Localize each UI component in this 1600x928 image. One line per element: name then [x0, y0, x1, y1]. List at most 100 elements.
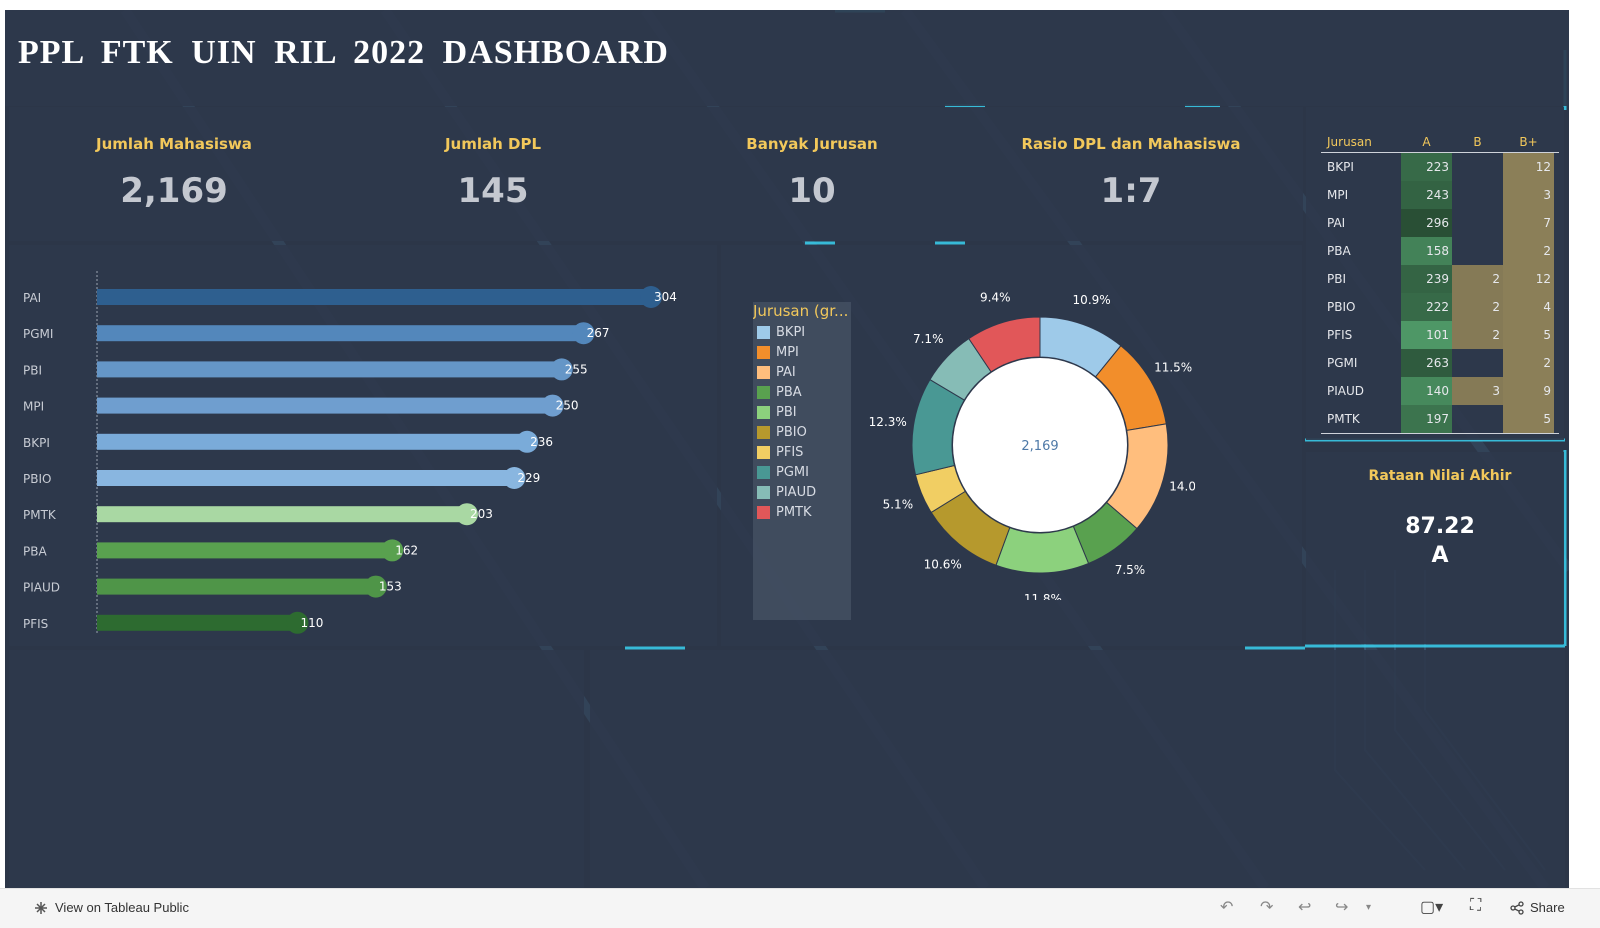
table-cell-jurusan: PAI: [1327, 216, 1346, 230]
fullscreen-icon[interactable]: ⛶: [1470, 897, 1482, 914]
table-cell-b: [1452, 153, 1503, 181]
donut-percent-label: 11.5%: [1154, 361, 1192, 375]
legend-item[interactable]: MPI: [753, 342, 851, 362]
bar[interactable]: [97, 506, 467, 523]
donut-slice[interactable]: [995, 525, 1090, 574]
rataan-grade: A: [1431, 543, 1449, 568]
bar[interactable]: [97, 614, 298, 631]
table-cell-jurusan: BKPI: [1327, 160, 1354, 174]
table-cell-bplus: 5: [1503, 405, 1554, 433]
table-header-jurusan: Jurusan: [1327, 135, 1372, 149]
donut-percent-label: 12.3%: [869, 415, 907, 429]
bar-end-dot[interactable]: [541, 394, 564, 417]
legend-item[interactable]: PBI: [753, 402, 851, 422]
table-cell-a: 223: [1401, 153, 1452, 181]
legend-item[interactable]: PGMI: [753, 462, 851, 482]
bar-value-label: 110: [300, 616, 323, 630]
donut-percent-label: 7.5%: [1115, 563, 1146, 577]
bar-end-dot[interactable]: [572, 322, 595, 345]
table-row: PAI 296 7: [1321, 209, 1559, 237]
bar-category-label: PGMI: [23, 327, 53, 341]
table-cell-jurusan: PBI: [1327, 272, 1347, 286]
table-row: PIAUD 140 3 9: [1321, 377, 1559, 405]
legend-label: PBIO: [776, 424, 807, 440]
kpi-label: Jumlah DPL: [444, 135, 542, 153]
table-row: PFIS 101 2 5: [1321, 321, 1559, 349]
legend-items: BKPI MPI PAI PBA PBI PBIO PFIS PGMI PIAUD PMTK: [753, 322, 851, 522]
bar-value-label: 267: [587, 326, 610, 340]
share-button[interactable]: Share: [1510, 900, 1565, 915]
table-cell-b: 3: [1452, 377, 1503, 405]
header-panel: [5, 10, 1569, 106]
refresh-icon[interactable]: ↪: [1335, 899, 1349, 916]
legend-swatch: [757, 365, 770, 379]
kpi-value: 1:7: [1100, 171, 1162, 211]
table-row: PBA 158 2: [1321, 237, 1559, 265]
bar-end-dot[interactable]: [550, 358, 573, 381]
legend-swatch: [757, 385, 770, 399]
bar[interactable]: [97, 289, 651, 305]
bar[interactable]: [97, 397, 553, 414]
kpi-value: 145: [457, 171, 529, 211]
share-icon: [1510, 900, 1524, 915]
table-header-b: B: [1473, 135, 1482, 149]
bar[interactable]: [97, 542, 393, 559]
table-cell-jurusan: MPI: [1327, 188, 1349, 202]
table-cell-a: 243: [1401, 181, 1452, 209]
kpi-label: Banyak Jurusan: [746, 135, 878, 153]
legend-label: PBA: [776, 384, 802, 400]
table-cell-b: [1452, 405, 1503, 433]
legend-item[interactable]: PMTK: [753, 502, 851, 522]
donut-percent-label: 14.0%: [1169, 479, 1195, 493]
redo-icon[interactable]: ↷: [1260, 899, 1274, 916]
table-cell-bplus: 2: [1503, 237, 1554, 265]
table-cell-bplus: 4: [1503, 293, 1554, 321]
view-on-tableau-link[interactable]: View on Tableau Public: [34, 900, 189, 915]
bar-chart: PAI 304 PGMI 267 PBI 255 MPI 250 BKPI 236 PBIO 229 P…: [23, 271, 677, 634]
rataan-nilai-akhir: Rataan Nilai Akhir 87.22 A: [1310, 468, 1569, 568]
bar-end-dot[interactable]: [503, 467, 526, 489]
pause-dropdown-icon[interactable]: ▾: [1366, 902, 1372, 913]
bar[interactable]: [97, 325, 584, 342]
table-cell-b: [1452, 181, 1503, 209]
bar[interactable]: [97, 470, 515, 486]
legend-item[interactable]: BKPI: [753, 322, 851, 342]
bar-end-dot[interactable]: [286, 611, 309, 634]
legend-item[interactable]: PBIO: [753, 422, 851, 442]
table-cell-bplus: 7: [1503, 209, 1554, 237]
table-cell-a: 263: [1401, 349, 1452, 377]
table-row: MPI 243 3: [1321, 181, 1559, 209]
table-cell-a: 239: [1401, 265, 1452, 293]
legend-item[interactable]: PIAUD: [753, 482, 851, 502]
bar-end-dot[interactable]: [455, 503, 478, 526]
legend-swatch: [757, 445, 770, 459]
table-row: PBIO 222 2 4: [1321, 293, 1559, 321]
bar-value-label: 162: [395, 543, 418, 557]
bar-end-dot[interactable]: [381, 539, 404, 562]
bar[interactable]: [97, 578, 376, 595]
presentation-icon[interactable]: ▢▾: [1420, 899, 1444, 916]
table-cell-b: [1452, 237, 1503, 265]
bar-category-label: PBIO: [23, 472, 51, 486]
bar-end-dot[interactable]: [516, 430, 539, 453]
table-row: BKPI 223 12: [1321, 153, 1559, 181]
bar-end-dot[interactable]: [364, 575, 387, 598]
table-body: BKPI 223 12 MPI 243 3 PAI 296 7 PBA 158 2 PBI 239 2 12 P…: [1321, 153, 1559, 433]
bar[interactable]: [97, 361, 562, 378]
bar-value-label: 236: [530, 435, 553, 449]
donut-percent-label: 7.1%: [913, 332, 944, 346]
undo-icon[interactable]: ↶: [1220, 899, 1234, 916]
legend-item[interactable]: PBA: [753, 382, 851, 402]
legend-item[interactable]: PFIS: [753, 442, 851, 462]
revert-icon[interactable]: ↩: [1298, 899, 1312, 916]
table-cell-a: 296: [1401, 209, 1452, 237]
tableau-icon: [35, 901, 47, 914]
bar[interactable]: [97, 433, 528, 450]
kpi-value: 10: [788, 171, 836, 211]
donut-slice[interactable]: [968, 316, 1041, 373]
bar-end-dot[interactable]: [640, 286, 662, 308]
legend-swatch: [757, 465, 770, 479]
legend-item[interactable]: PAI: [753, 362, 851, 382]
table-cell-bplus: 3: [1503, 181, 1554, 209]
table-cell-jurusan: PBIO: [1327, 300, 1356, 314]
